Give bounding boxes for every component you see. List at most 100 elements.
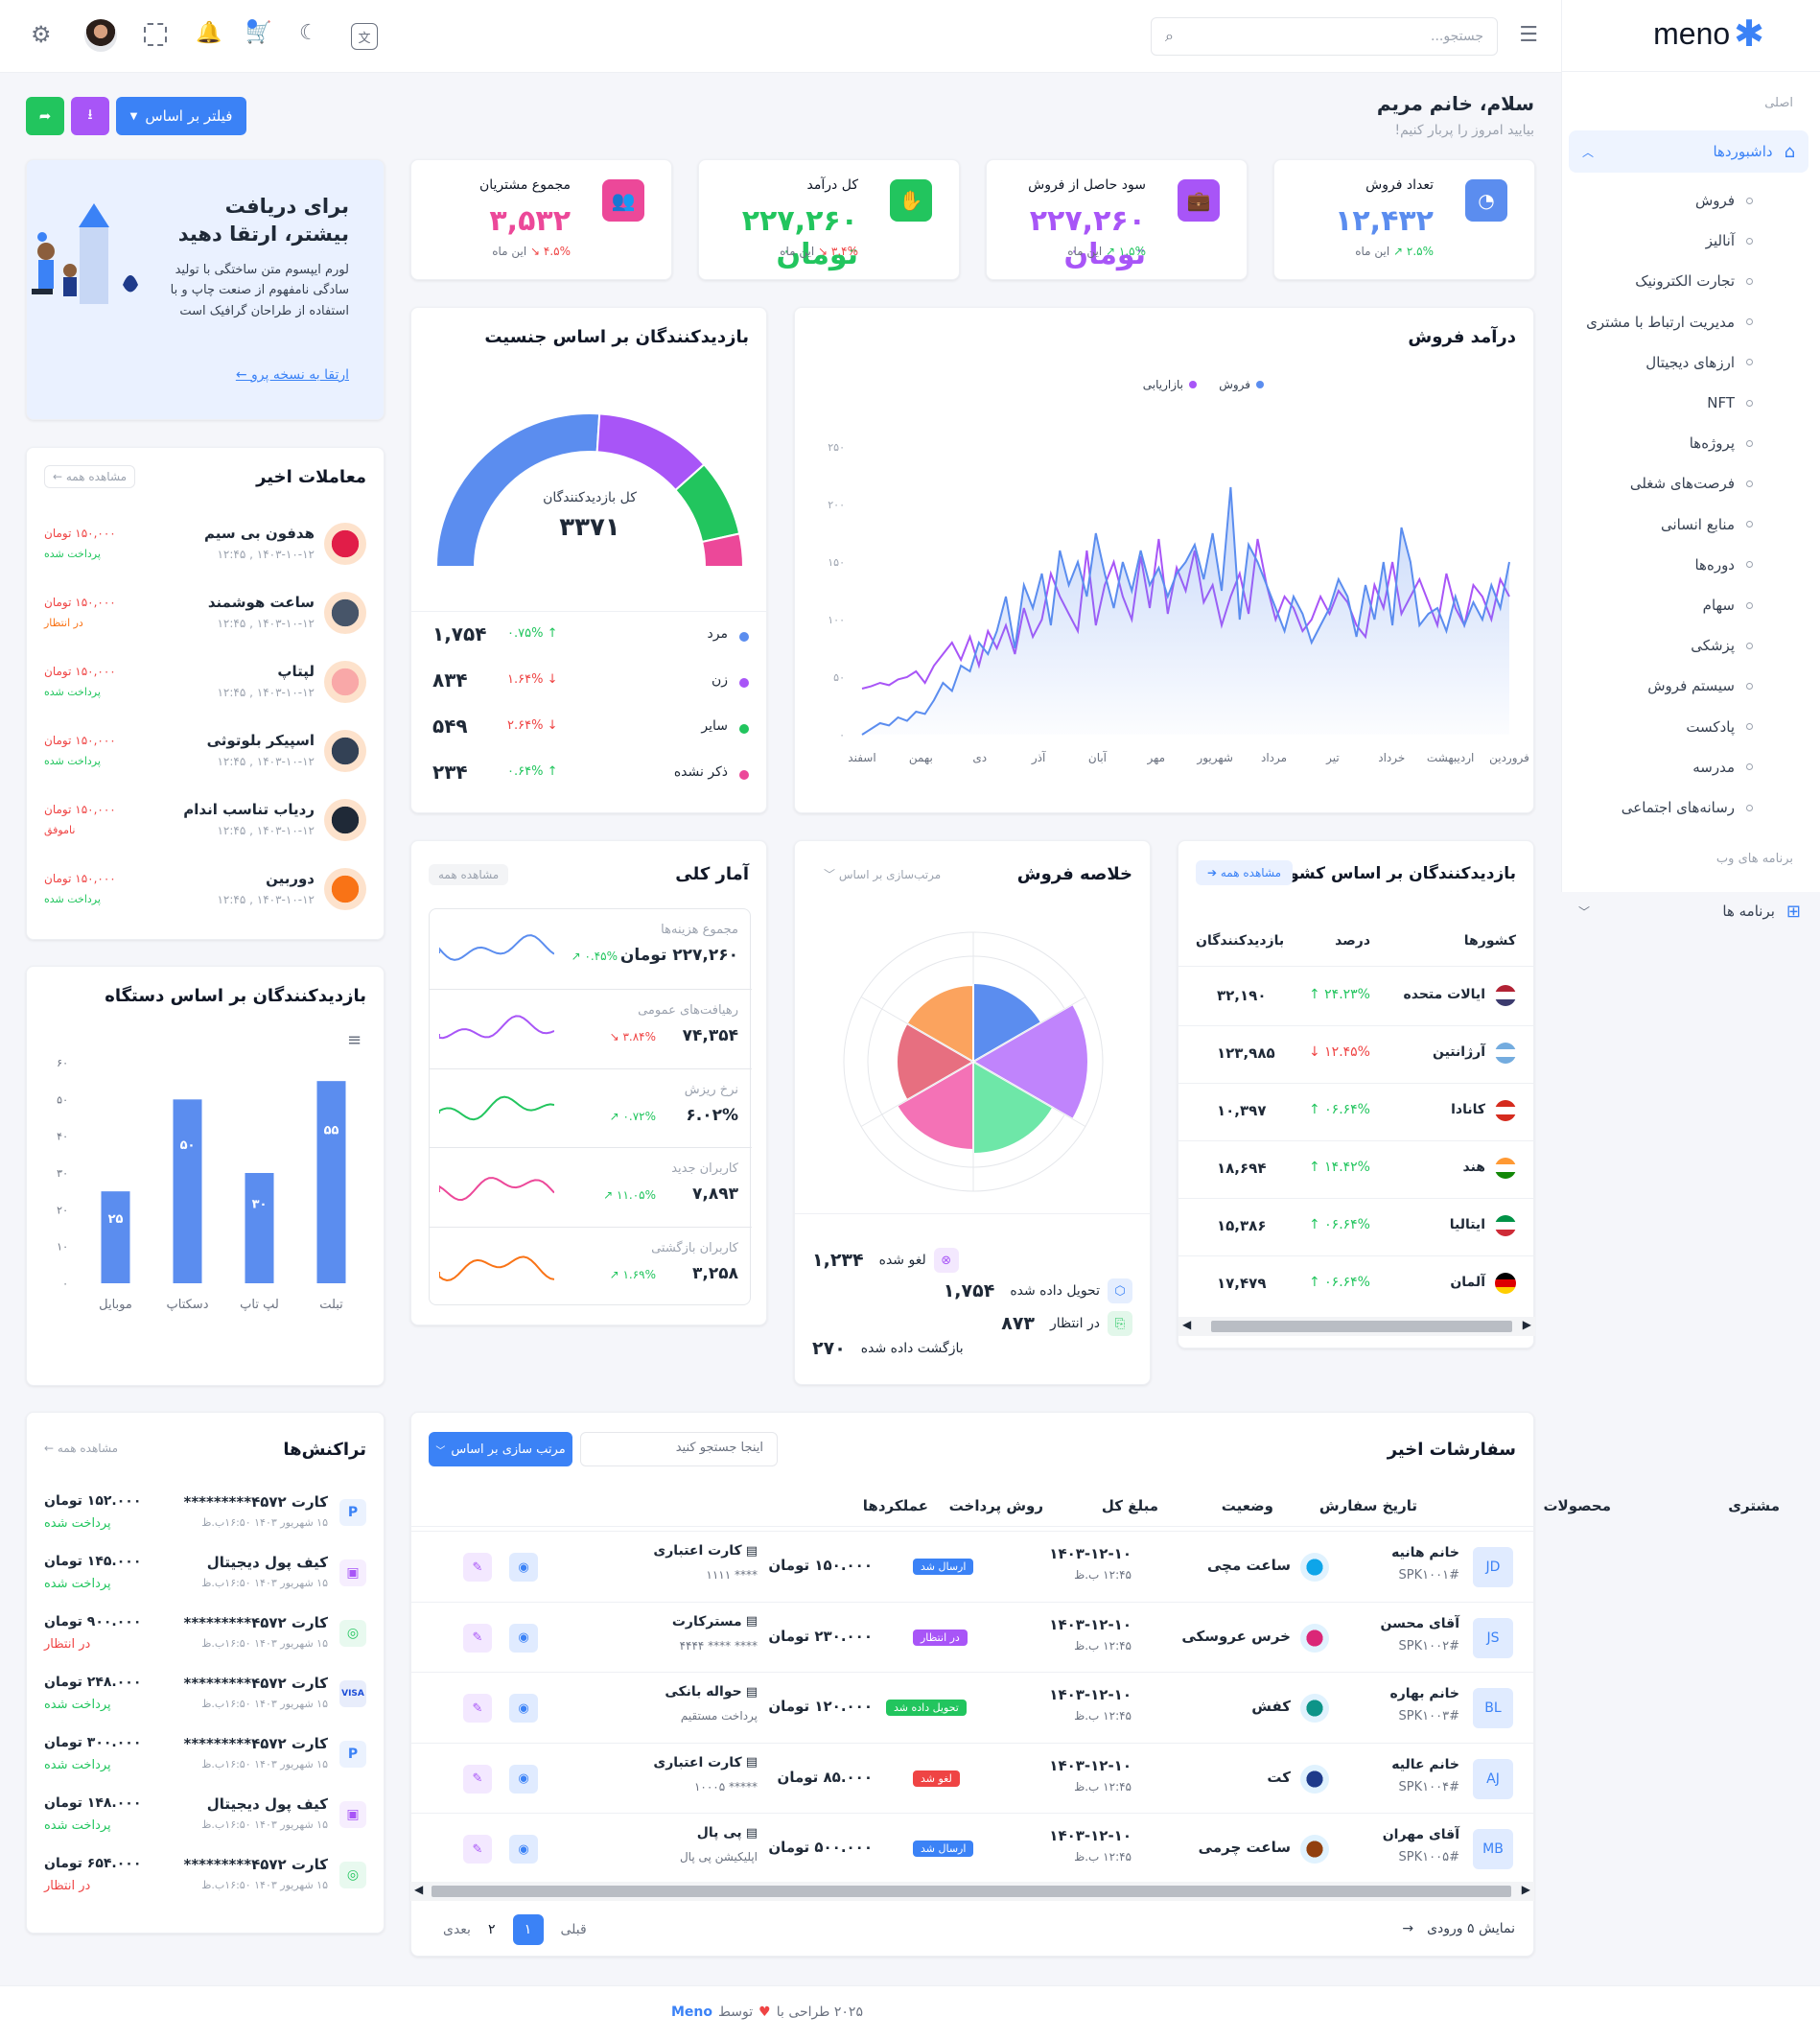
search-box[interactable]: جستجو... ⌕ xyxy=(1151,17,1498,56)
trend-down-icon: ↘ xyxy=(526,245,544,258)
heart-icon: ♥ xyxy=(758,2005,771,2020)
flag-icon xyxy=(1495,1273,1516,1294)
deal-amount: ۱۵۰,۰۰۰ تومان xyxy=(44,872,116,885)
deal-name[interactable]: هدفون بی سیم xyxy=(204,525,315,542)
sidebar-item-0[interactable]: فروش xyxy=(1695,192,1753,209)
stat-icon: ⊗ xyxy=(933,1248,959,1273)
brand-logo[interactable]: meno ✱ xyxy=(1653,15,1764,52)
country-visitors: ۱۲۳,۹۸۵ xyxy=(1217,1044,1275,1062)
page-1[interactable]: ۱ xyxy=(512,1914,544,1945)
avatar[interactable] xyxy=(84,19,117,52)
orders-scroll-left-icon[interactable]: ◀ xyxy=(414,1883,424,1896)
customer-avatar: BL xyxy=(1473,1688,1513,1729)
sidebar-item-11[interactable]: پزشکی xyxy=(1691,637,1753,654)
countries-view-all[interactable]: مشاهده همه ➔ xyxy=(1196,860,1294,885)
sidebar-item-8[interactable]: منابع انسانی xyxy=(1661,516,1753,533)
sidebar-item-7[interactable]: فرصت‌های شغلی xyxy=(1630,475,1753,492)
edit-button[interactable]: ✎ xyxy=(463,1835,492,1864)
orders-scrollbar[interactable]: ◀ ▶ xyxy=(410,1882,1534,1901)
next-page[interactable]: بعدی xyxy=(443,1922,471,1937)
y-tick-label: ۲۵۰ xyxy=(828,441,845,454)
view-button[interactable]: ◉ xyxy=(509,1623,538,1653)
sidebar-item-14[interactable]: مدرسه xyxy=(1692,759,1753,776)
sidebar-item-3[interactable]: مدیریت ارتباط با مشتری xyxy=(1586,314,1753,331)
chart-menu-icon[interactable]: ≡ xyxy=(347,1030,362,1050)
country-name: هند xyxy=(1462,1160,1485,1175)
transaction-amount: ۱۵۲.۰۰۰ تومان xyxy=(44,1493,142,1509)
countries-card: بازدیدکنندگان بر اساس کشورها مشاهده همه … xyxy=(1178,840,1535,1348)
filter-button[interactable]: فیلتر بر اساس ▼ xyxy=(116,97,246,135)
notification-icon[interactable]: 🔔 xyxy=(196,21,222,45)
view-button[interactable]: ◉ xyxy=(509,1553,538,1582)
search-input[interactable]: جستجو... xyxy=(1431,29,1483,44)
orders-scroll-right-icon[interactable]: ▶ xyxy=(1521,1883,1530,1896)
sidebar-item-dashboards[interactable]: ⌂ داشبوردها ︿ xyxy=(1569,130,1808,173)
language-icon[interactable]: 文 xyxy=(351,23,378,50)
edit-button[interactable]: ✎ xyxy=(463,1623,492,1653)
deal-name[interactable]: ساعت هوشمند xyxy=(207,594,315,611)
view-button[interactable]: ◉ xyxy=(509,1694,538,1723)
deal-name[interactable]: دوربین xyxy=(266,870,315,887)
deal-status: در انتظار xyxy=(44,617,83,629)
promo-link[interactable]: ارتقا به نسخه پرو ← xyxy=(235,367,349,383)
chevron-down-icon: ﹀ xyxy=(435,1445,446,1457)
download-button[interactable]: ⭳ xyxy=(71,97,109,135)
product-thumbnail xyxy=(1300,1553,1329,1582)
sidebar-item-4[interactable]: ارزهای دیجیتال xyxy=(1645,354,1753,371)
sidebar-item-1[interactable]: آنالیز xyxy=(1706,232,1753,249)
deal-name[interactable]: اسپیکر بلوتوثی xyxy=(206,732,315,749)
sidebar-item-6[interactable]: پروژه‌ها xyxy=(1690,434,1753,452)
countries-title: بازدیدکنندگان بر اساس کشورها xyxy=(1262,864,1516,883)
arrow-up-icon: ↑ xyxy=(1308,1275,1325,1290)
sparkline-path xyxy=(439,1095,554,1120)
settings-icon[interactable]: ⚙ xyxy=(31,21,52,48)
overall-value: ۳,۲۵۸ xyxy=(692,1264,738,1284)
kpi-icon: ✋ xyxy=(890,179,932,222)
country-pct-value: ۲۴.۲۳% xyxy=(1324,987,1370,1002)
device-card: بازدیدکنندگان بر اساس دستگاه ≡ ۰ ۱۰ ۲۰ ۳۰ ۴۰… xyxy=(26,966,385,1386)
orders-sort-label: مرتب سازی بر اساس xyxy=(451,1442,566,1457)
legend-label: بازاریابی xyxy=(1143,378,1183,392)
sales-summary-sort[interactable]: مرتب‌سازی بر اساس ﹀ xyxy=(824,868,942,881)
gender-title: بازدیدکنندگان بر اساس جنسیت xyxy=(484,327,749,347)
arrow-up-icon: ↑ xyxy=(1308,1217,1325,1232)
scroll-left-icon[interactable]: ◀ xyxy=(1182,1318,1192,1331)
customer-avatar: JD xyxy=(1473,1547,1513,1587)
sidebar-item-15[interactable]: رسانه‌های اجتماعی xyxy=(1622,799,1753,816)
edit-button[interactable]: ✎ xyxy=(463,1553,492,1582)
page-2[interactable]: ۲ xyxy=(487,1922,496,1937)
sidebar-item-10[interactable]: سهام xyxy=(1703,597,1753,614)
sidebar-item-12[interactable]: سیستم فروش xyxy=(1647,677,1753,694)
share-button[interactable]: ➦ xyxy=(26,97,64,135)
orders-sort-button[interactable]: مرتب سازی بر اساس ﹀ xyxy=(429,1432,572,1466)
sparkline xyxy=(439,1255,554,1282)
prev-page[interactable]: قبلی xyxy=(560,1922,587,1937)
sidebar-item-apps[interactable]: ⊞ برنامه ها ﹀ xyxy=(1571,897,1801,926)
payment-detail: **** **** ۴۴۴۴ xyxy=(679,1638,758,1653)
dark-mode-icon[interactable]: ☾ xyxy=(299,21,318,45)
footer-brand[interactable]: Meno xyxy=(671,2005,713,2020)
sparkline-path xyxy=(439,934,554,961)
edit-button[interactable]: ✎ xyxy=(463,1764,492,1794)
transaction-method: کیف پول دیجیتال xyxy=(206,1554,328,1571)
transactions-view-all[interactable]: مشاهده همه ← xyxy=(44,1442,119,1455)
overall-view-all[interactable]: مشاهده همه xyxy=(429,864,509,885)
y-tick-label: ۱۰ xyxy=(57,1241,68,1254)
deal-name[interactable]: ردیاب تناسب اندام xyxy=(183,801,315,818)
sidebar-item-9[interactable]: دوره‌ها xyxy=(1694,556,1753,574)
edit-button[interactable]: ✎ xyxy=(463,1694,492,1723)
orders-search-input[interactable]: اینجا جستجو کنید xyxy=(580,1432,778,1466)
view-button[interactable]: ◉ xyxy=(509,1835,538,1864)
arrow-right-icon[interactable]: → xyxy=(1402,1921,1414,1936)
view-button[interactable]: ◉ xyxy=(509,1764,538,1794)
order-id: SPK۱۰۰۳# xyxy=(1398,1709,1459,1724)
sidebar-item-5[interactable]: NFT xyxy=(1707,394,1753,411)
recent-deals-view-all[interactable]: مشاهده همه ← xyxy=(44,465,136,488)
menu-toggle-icon[interactable]: ☰ xyxy=(1519,23,1538,47)
deal-name[interactable]: لپتاپ xyxy=(277,663,315,680)
countries-scrollbar[interactable]: ◀ ▶ xyxy=(1178,1317,1535,1336)
fullscreen-icon[interactable] xyxy=(144,23,167,46)
scroll-right-icon[interactable]: ▶ xyxy=(1522,1318,1531,1331)
sidebar-item-13[interactable]: پادکست xyxy=(1686,718,1753,736)
sidebar-item-2[interactable]: تجارت الکترونیک xyxy=(1635,272,1753,290)
